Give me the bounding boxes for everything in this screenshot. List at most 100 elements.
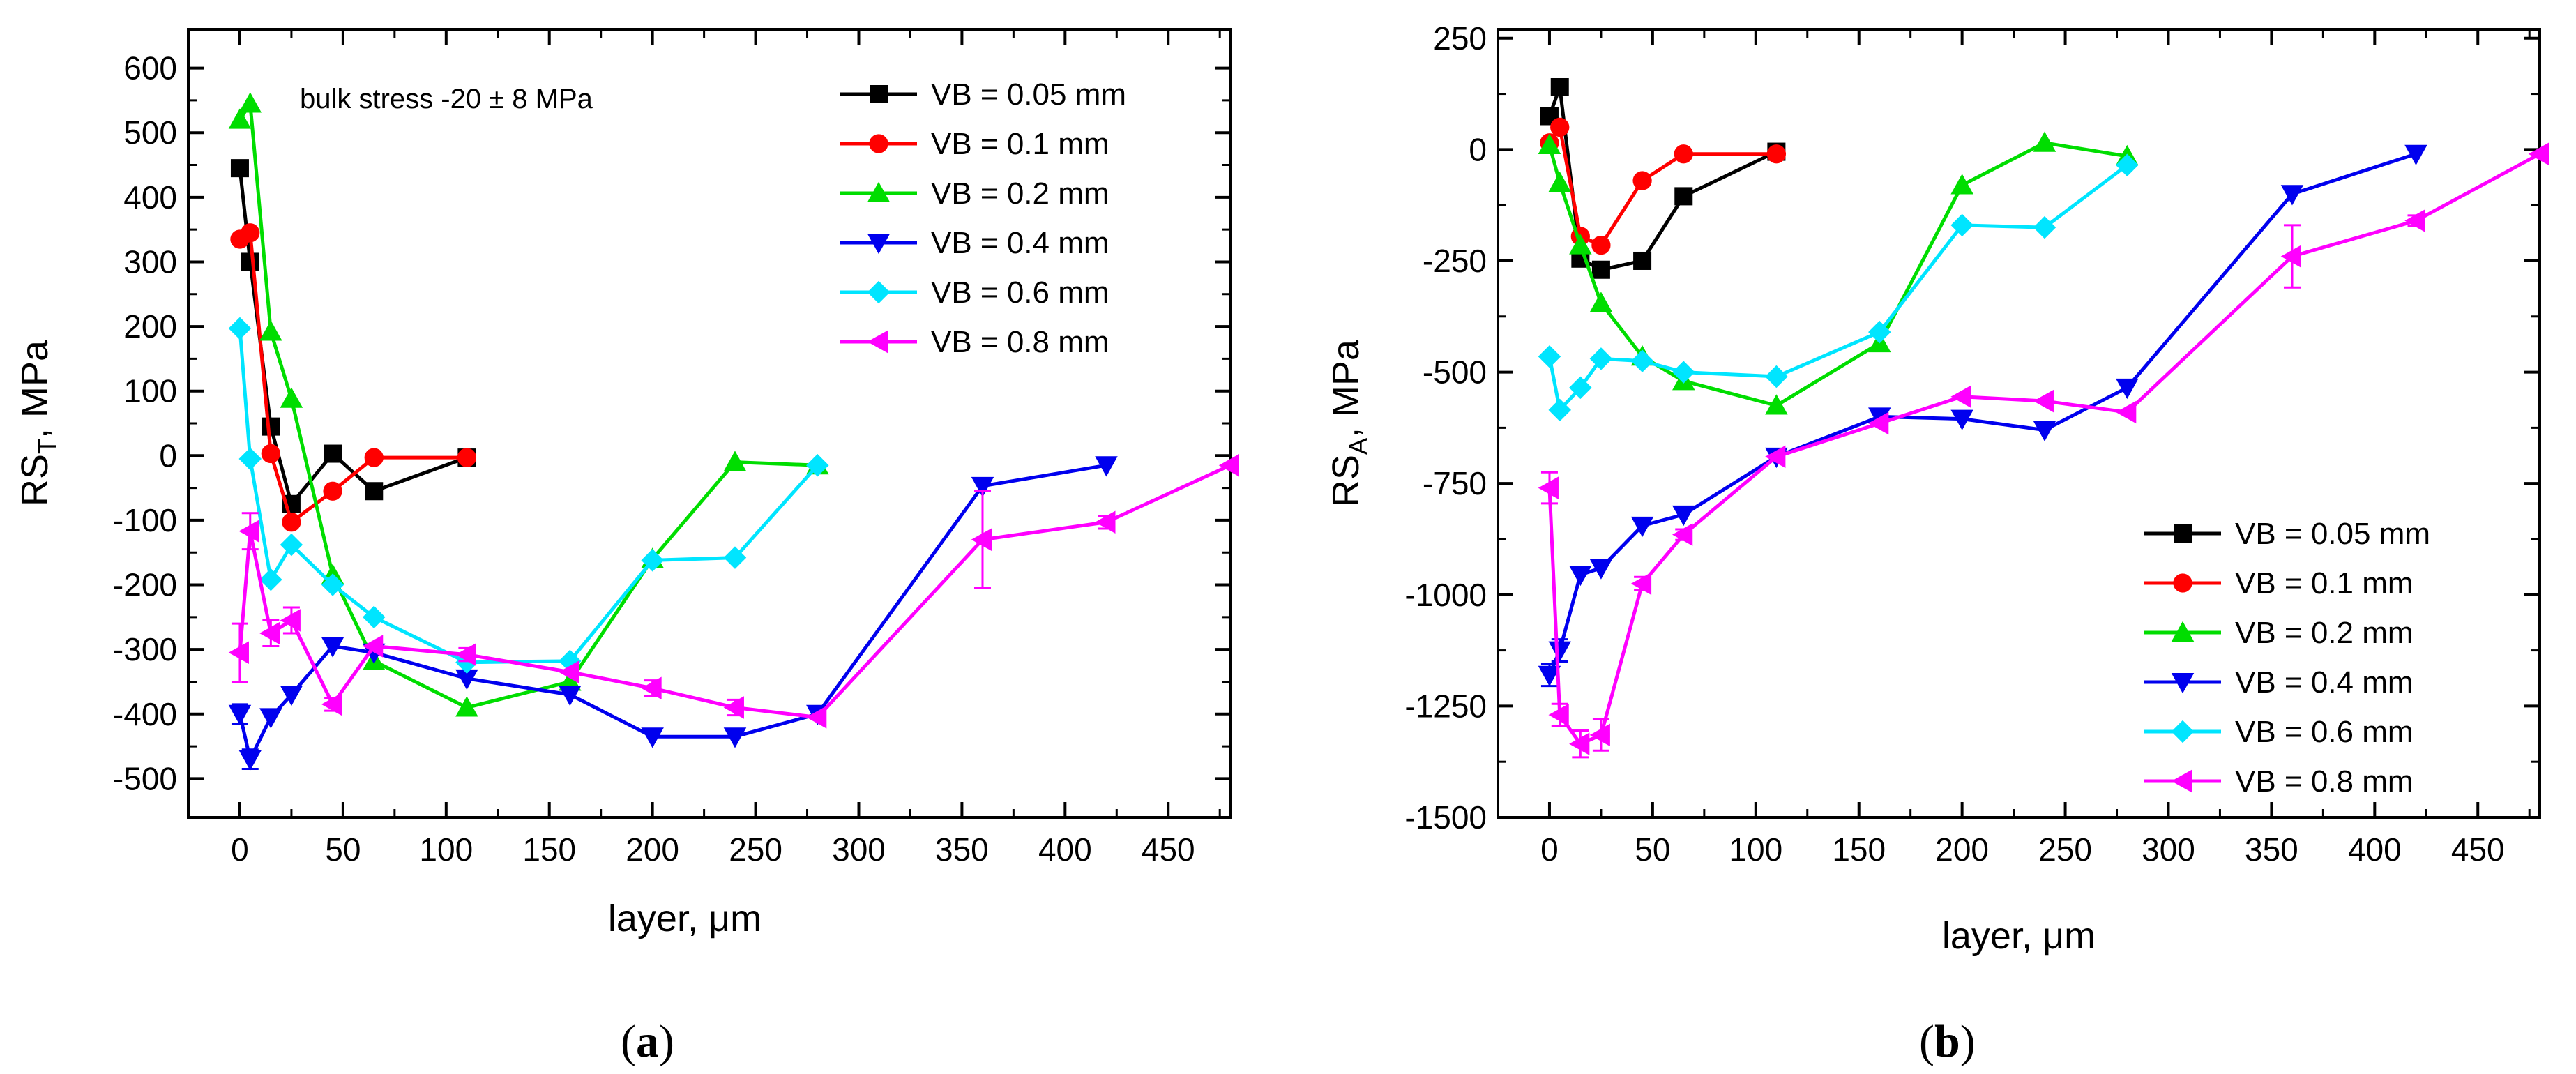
a-data-point [806, 706, 827, 729]
a-data-point [280, 609, 301, 632]
a-legend-marker [867, 234, 891, 255]
b-legend-label: VB = 0.6 mm [2235, 715, 2414, 749]
a-y-tick-label: 500 [123, 114, 177, 151]
b-data-point [1633, 251, 1652, 270]
a-data-point [1218, 453, 1239, 477]
b-data-point [1950, 213, 1973, 237]
b-data-point [1765, 365, 1788, 388]
b-x-tick-label: 50 [1635, 831, 1670, 868]
b-data-point [1765, 445, 1786, 469]
b-data-point [1538, 133, 1561, 154]
b-legend: VB = 0.05 mm VB = 0.1 mm VB = 0.2 mm VB = 0… [2144, 517, 2430, 799]
b-data-point [1674, 187, 1693, 206]
b-data-point [2404, 209, 2425, 232]
b-data-point [1589, 723, 1610, 747]
b-data-point [1868, 411, 1889, 435]
a-data-point [238, 92, 262, 113]
b-x-tick-label: 150 [1832, 831, 1886, 868]
plot-frame-b [1497, 28, 2541, 819]
a-data-point [806, 453, 829, 477]
b-data-point [2033, 131, 2056, 152]
a-data-point [364, 448, 384, 467]
b-data-point [1672, 523, 1693, 546]
b-y-tick-label: -500 [1423, 354, 1487, 391]
b-data-point [1591, 235, 1611, 255]
a-series [228, 92, 1239, 771]
b-legend-label: VB = 0.05 mm [2235, 517, 2430, 551]
a-data-point [238, 447, 262, 471]
a-data-point [259, 708, 282, 729]
b-data-point [2033, 389, 2054, 413]
a-series-4 [228, 317, 829, 674]
a-data-point [641, 676, 662, 700]
a-data-point [641, 549, 664, 572]
a-data-point [228, 641, 249, 665]
b-y-tick-label: -1500 [1404, 799, 1487, 835]
b-panel-label-close: ) [1960, 1016, 1976, 1067]
b-data-point [1538, 665, 1561, 686]
a-data-point [723, 546, 747, 569]
panel-a: 0 50 100 150 200 250 300 350 400 450 -500 -400 -300 -… [14, 28, 1239, 1067]
b-legend-marker [2171, 673, 2195, 694]
a-legend-marker [867, 280, 891, 304]
a-x-tick-label: 0 [231, 831, 249, 868]
a-legend: VB = 0.05 mm VB = 0.1 mm VB = 0.2 mm VB = 0… [840, 77, 1126, 359]
b-data-point [1548, 703, 1569, 727]
a-data-point [1095, 510, 1116, 534]
b-x-tick-label: 350 [2245, 831, 2298, 868]
a-data-point [321, 637, 344, 658]
a-y-axis-title-main: RS [14, 454, 56, 506]
b-data-point [2033, 215, 2056, 239]
b-data-point [1950, 409, 1973, 430]
b-data-point [1950, 174, 1973, 195]
a-data-point [228, 108, 252, 129]
a-data-point [723, 451, 747, 471]
a-panel-label-close: ) [659, 1016, 674, 1067]
a-data-point [321, 573, 344, 596]
a-data-point [323, 481, 342, 501]
b-data-point [1569, 234, 1592, 255]
a-data-point [241, 223, 260, 243]
b-legend-marker [2171, 621, 2195, 642]
a-y-tick-label: 200 [123, 308, 177, 345]
b-x-tick-label: 250 [2038, 831, 2092, 868]
b-panel-label-open: ( [1919, 1016, 1934, 1067]
a-data-point [1095, 456, 1118, 477]
a-data-point [262, 417, 280, 436]
b-data-point [2280, 245, 2301, 268]
a-data-point [457, 448, 477, 467]
a-data-point [238, 520, 259, 543]
b-ticks: 0 50 100 150 200 250 300 350 400 450 -1500 -1250 -10… [1404, 20, 2540, 868]
b-data-point [1632, 171, 1652, 190]
b-data-point [1569, 732, 1590, 755]
b-data-point [2116, 400, 2137, 424]
a-y-tick-label: 100 [123, 373, 177, 409]
b-x-tick-label: 400 [2348, 831, 2402, 868]
a-data-point [321, 693, 342, 716]
a-data-point [230, 159, 249, 178]
a-data-point [280, 387, 303, 408]
b-data-point [2528, 142, 2549, 166]
a-y-axis-title-sub: T [33, 439, 61, 454]
a-y-tick-label: -200 [113, 567, 177, 603]
panel-b: 0 50 100 150 200 250 300 350 400 450 -1500 -1250 -10… [1325, 20, 2549, 1067]
a-series-line [238, 463, 1232, 719]
b-series-4 [1538, 153, 2139, 422]
b-legend-label: VB = 0.8 mm [2235, 764, 2414, 799]
b-data-point [1630, 349, 1654, 372]
a-y-tick-label: 300 [123, 243, 177, 280]
b-data-point [1950, 385, 1971, 408]
b-data-point [1569, 376, 1592, 400]
a-data-point [455, 643, 476, 666]
b-data-point [1550, 77, 1569, 96]
a-x-tick-label: 450 [1142, 831, 1195, 868]
a-legend-label: VB = 0.2 mm [931, 176, 1109, 211]
a-y-axis-title-tail: , MPa [14, 340, 56, 439]
a-panel-label-letter: a [636, 1016, 659, 1067]
b-y-axis-title: RSA, MPa [1325, 339, 1372, 507]
a-data-point [559, 686, 582, 706]
b-data-point [2116, 153, 2139, 176]
b-series-line [1547, 152, 2541, 746]
a-x-tick-label: 50 [325, 831, 361, 868]
a-series-3 [228, 456, 1118, 771]
